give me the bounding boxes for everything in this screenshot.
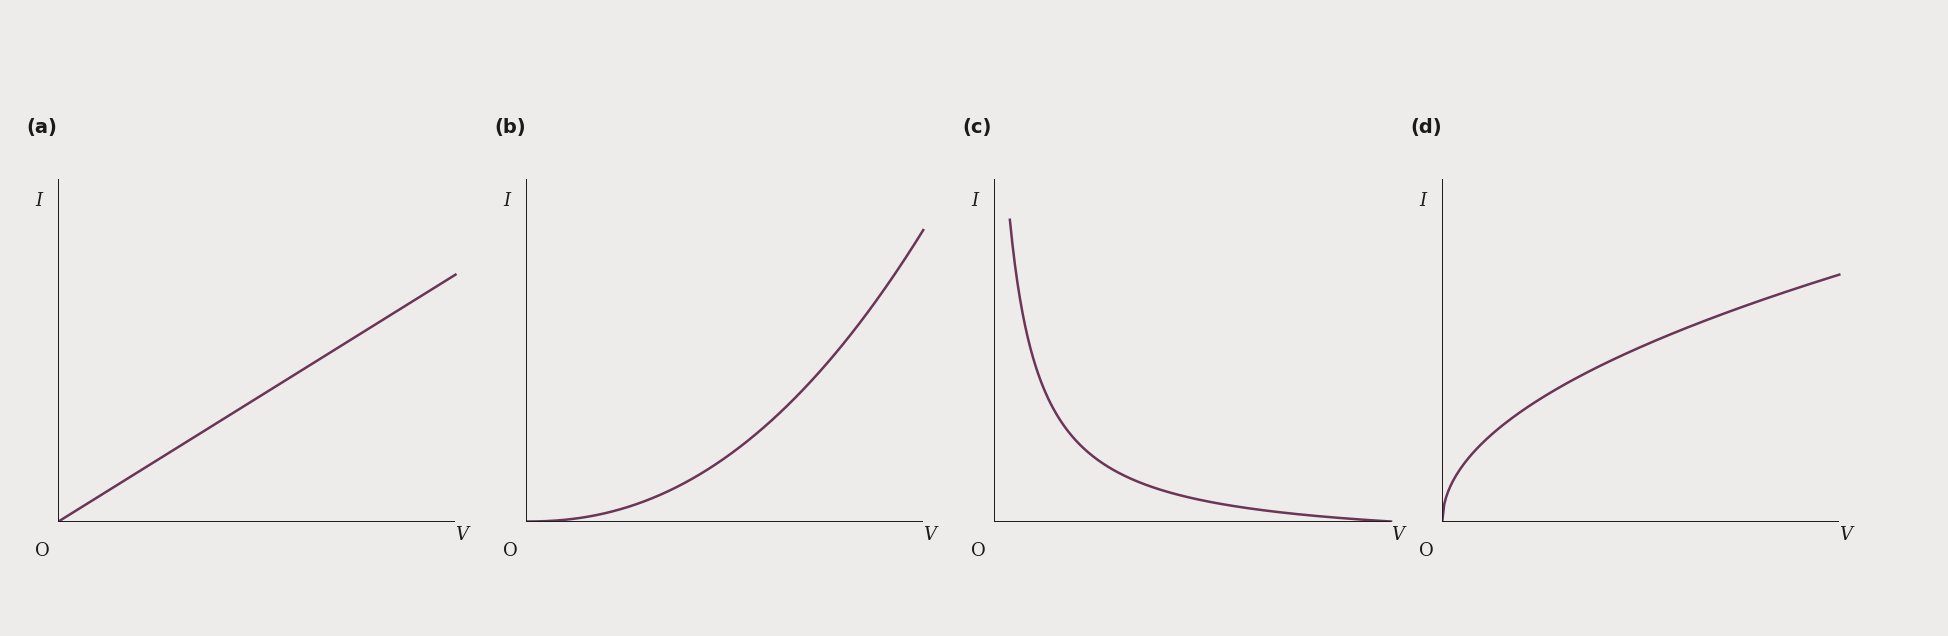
Text: O: O xyxy=(1418,542,1434,560)
Text: I: I xyxy=(970,192,978,211)
Text: I: I xyxy=(35,192,43,211)
Text: V: V xyxy=(1839,526,1851,544)
Text: (d): (d) xyxy=(1410,118,1442,137)
Text: (a): (a) xyxy=(27,118,58,137)
Text: V: V xyxy=(456,526,468,544)
Text: V: V xyxy=(1391,526,1403,544)
Text: (b): (b) xyxy=(495,118,526,137)
Text: I: I xyxy=(503,192,510,211)
Text: I: I xyxy=(1418,192,1426,211)
Text: O: O xyxy=(503,542,518,560)
Text: V: V xyxy=(923,526,935,544)
Text: (c): (c) xyxy=(962,118,992,137)
Text: O: O xyxy=(970,542,986,560)
Text: O: O xyxy=(35,542,51,560)
